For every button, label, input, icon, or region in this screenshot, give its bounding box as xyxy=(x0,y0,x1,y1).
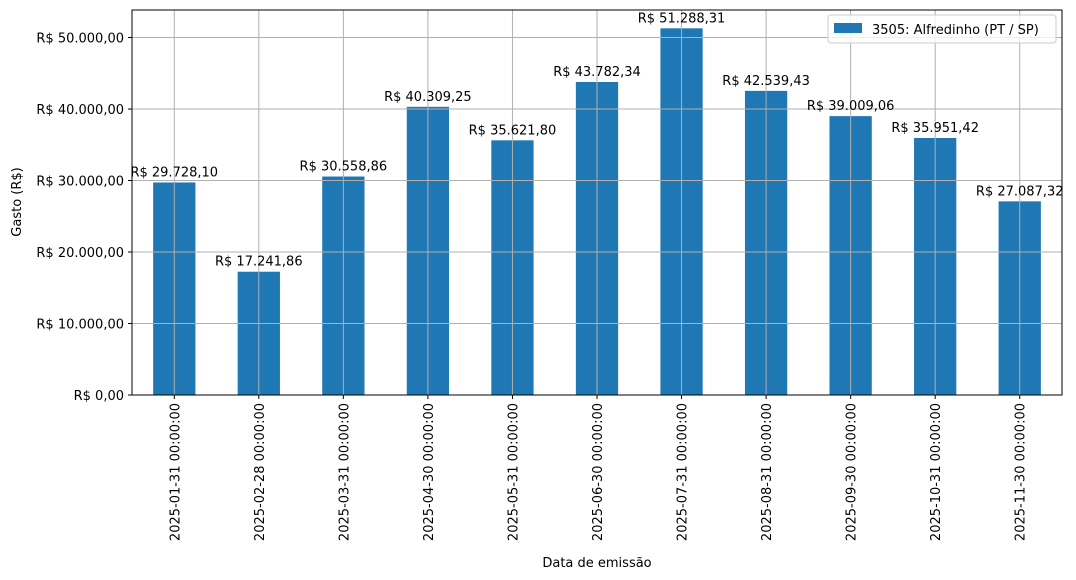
y-tick-label: R$ 20.000,00 xyxy=(36,246,124,261)
bar-value-label: R$ 17.241,86 xyxy=(215,255,303,270)
y-tick-label: R$ 0,00 xyxy=(74,389,124,404)
legend: 3505: Alfredinho (PT / SP) xyxy=(827,14,1057,44)
x-tick-label: 2025-07-31 00:00:00 xyxy=(676,403,691,541)
bar-value-label: R$ 51.288,31 xyxy=(638,11,726,26)
bar-value-label: R$ 30.558,86 xyxy=(300,160,388,175)
bar-value-label: R$ 39.009,06 xyxy=(807,99,895,114)
x-tick-label: 2025-03-31 00:00:00 xyxy=(337,403,352,541)
bar-value-label: R$ 35.621,80 xyxy=(469,123,557,138)
x-tick-label: 2025-09-30 00:00:00 xyxy=(845,403,860,541)
bar-value-label: R$ 40.309,25 xyxy=(384,90,472,105)
x-tick-label: 2025-11-30 00:00:00 xyxy=(1014,403,1029,541)
legend-swatch xyxy=(834,23,862,33)
legend-frame xyxy=(827,14,1057,44)
x-tick-label: 2025-06-30 00:00:00 xyxy=(591,403,606,541)
legend-label: 3505: Alfredinho (PT / SP) xyxy=(872,23,1039,38)
bar-value-label: R$ 35.951,42 xyxy=(891,121,979,136)
y-tick-label: R$ 40.000,00 xyxy=(36,103,124,118)
x-tick-label: 2025-01-31 00:00:00 xyxy=(168,403,183,541)
x-tick-label: 2025-05-31 00:00:00 xyxy=(506,403,521,541)
x-tick-label: 2025-02-28 00:00:00 xyxy=(253,403,268,541)
x-axis: 2025-01-31 00:00:00 2025-02-28 00:00:00 20… xyxy=(168,395,1029,541)
bar-value-label: R$ 42.539,43 xyxy=(722,74,810,89)
y-tick-label: R$ 50.000,00 xyxy=(36,32,124,47)
x-tick-label: 2025-04-30 00:00:00 xyxy=(422,403,437,541)
bar-value-label: R$ 27.087,32 xyxy=(976,184,1064,199)
x-tick-label: 2025-08-31 00:00:00 xyxy=(760,403,775,541)
x-tick-label: 2025-10-31 00:00:00 xyxy=(929,403,944,541)
y-tick-label: R$ 10.000,00 xyxy=(36,318,124,333)
y-axis: R$ 0,00 R$ 10.000,00 R$ 20.000,00 R$ 30.000… xyxy=(36,32,132,404)
x-axis-label: Data de emissão xyxy=(542,556,651,571)
y-axis-label: Gasto (R$) xyxy=(10,167,25,236)
bar-value-label: R$ 29.728,10 xyxy=(130,165,218,180)
y-tick-label: R$ 30.000,00 xyxy=(36,175,124,190)
bar-value-label: R$ 43.782,34 xyxy=(553,65,641,80)
bar-value-labels: R$ 29.728,10 R$ 17.241,86 R$ 30.558,86 R$ 4… xyxy=(130,11,1063,269)
